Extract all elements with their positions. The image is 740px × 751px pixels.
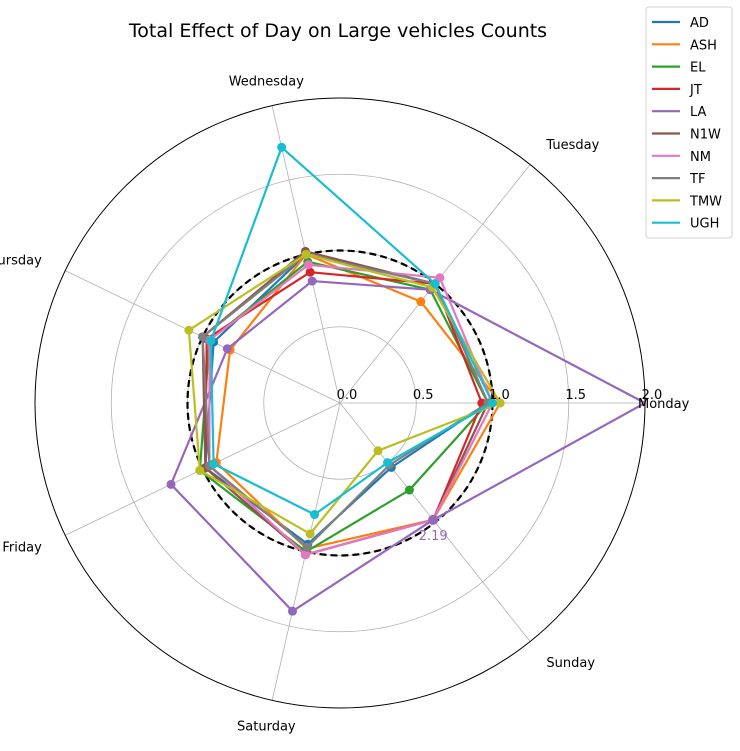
data-point-ugh-monday	[488, 398, 497, 408]
data-point-la-thursday	[222, 344, 232, 354]
series-la	[166, 276, 647, 616]
data-point-nm-saturday	[300, 550, 310, 560]
legend-label-ash: ASH	[690, 38, 717, 53]
radial-tick-label: 2.0	[642, 388, 663, 403]
category-label-friday: Friday	[2, 541, 42, 556]
data-point-tmw-sunday	[373, 446, 383, 456]
data-point-ugh-tuesday	[430, 279, 440, 289]
legend-label-el: EL	[690, 61, 706, 76]
series-line-la	[169, 279, 647, 613]
series-line-nm	[208, 263, 494, 556]
radial-tick-label: 0.5	[413, 388, 434, 403]
legend-label-tf: TF	[689, 172, 705, 187]
data-point-tmw-thursday	[184, 325, 194, 335]
data-point-tf-saturday	[302, 542, 312, 552]
series-tmw	[184, 249, 505, 539]
category-label-thursday: Thursday	[0, 253, 42, 268]
series-nm	[204, 260, 497, 560]
legend-label-nm: NM	[690, 150, 711, 165]
radial-tick-label: 1.5	[565, 388, 586, 403]
radial-tick-label: 1.0	[489, 388, 510, 403]
data-point-tmw-saturday	[305, 529, 315, 539]
category-label-saturday: Saturday	[237, 720, 296, 735]
legend-label-tmw: TMW	[689, 194, 722, 209]
legend-label-ugh: UGH	[690, 217, 719, 232]
legend-label-ad: AD	[690, 16, 709, 31]
category-label-sunday: Sunday	[546, 656, 595, 671]
data-point-el-sunday	[404, 485, 414, 495]
series-line-ugh	[209, 146, 494, 516]
data-point-ash-tuesday	[416, 297, 426, 307]
series-ugh	[206, 142, 497, 520]
data-point-ugh-wednesday	[277, 142, 287, 152]
legend-label-jt: JT	[689, 83, 702, 98]
radial-grid	[34, 97, 646, 709]
overflow-value-label: 2.19	[419, 529, 448, 544]
series-layer: 2.19	[166, 142, 647, 616]
legend: AD ASH EL JT LA N1W NM TF TMW UGH	[645, 6, 733, 239]
data-point-la-friday	[166, 479, 176, 489]
category-label-tuesday: Tuesday	[545, 138, 599, 153]
data-point-ugh-friday	[209, 459, 219, 469]
legend-box	[645, 6, 733, 239]
legend-label-la: LA	[690, 105, 707, 120]
data-point-ugh-sunday	[383, 458, 393, 468]
series-line-tmw	[187, 253, 502, 535]
legend-label-n1w: N1W	[690, 128, 721, 143]
data-point-tf-thursday	[198, 332, 208, 342]
chart-title: Total Effect of Day on Large vehicles Co…	[128, 20, 547, 42]
data-point-ugh-thursday	[206, 336, 216, 346]
data-point-la-saturday	[287, 606, 297, 616]
radial-tick-label: 0.0	[337, 388, 358, 403]
data-point-tmw-monday	[495, 398, 505, 408]
data-point-jt-wednesday	[305, 267, 315, 277]
data-point-ugh-saturday	[310, 510, 320, 520]
category-label-wednesday: Wednesday	[229, 74, 305, 89]
series-line-tf	[201, 253, 490, 549]
data-point-tmw-wednesday	[301, 249, 311, 259]
overflow-point-la	[428, 514, 439, 525]
category-label-monday: Monday	[638, 397, 690, 412]
data-point-nm-wednesday	[303, 260, 313, 270]
data-point-tmw-friday	[195, 465, 205, 475]
data-point-la-wednesday	[307, 276, 317, 286]
